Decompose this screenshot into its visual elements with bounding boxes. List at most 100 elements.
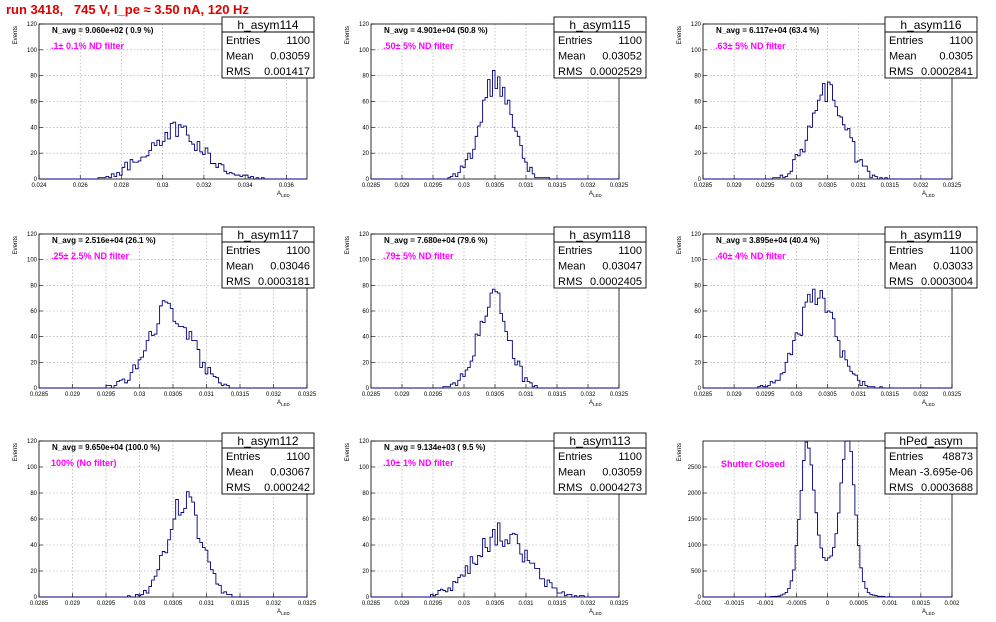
x-tick-label: 0.031: [199, 601, 215, 607]
stats-entries-label: Entries: [226, 451, 261, 463]
x-tick-label: 0.03: [458, 392, 470, 398]
x-tick-label: 0.029: [394, 183, 410, 189]
x-tick-label: 0.0295: [756, 183, 775, 189]
y-tick-label: 1500: [688, 517, 702, 523]
stats-rms-value: 0.001417: [264, 66, 310, 78]
stats-box: h_asym114 Entries 1100 Mean 0.03059 RMS 0.0014…: [221, 16, 315, 79]
x-tick-label: 0.0325: [298, 392, 317, 398]
x-tick-label: 0.0295: [756, 392, 775, 398]
x-axis-label-subscript: LED: [593, 611, 603, 616]
stats-rms-value: 0.0002405: [590, 276, 642, 288]
stats-entries-label: Entries: [889, 451, 924, 463]
x-tick-label: 0.001: [882, 601, 898, 607]
y-tick-label: 20: [694, 151, 701, 157]
histogram-line: [371, 288, 619, 389]
x-tick-label: 0.024: [31, 183, 47, 189]
stats-rms-value: 0.0004273: [590, 482, 642, 494]
y-axis-label: Events: [677, 443, 683, 461]
stats-rms-label: RMS: [558, 276, 582, 288]
stats-box: h_asym112 Entries 1100 Mean 0.03067 RMS 0.0002…: [221, 432, 315, 495]
filter-label: .79± 5% ND filter: [383, 251, 454, 261]
y-tick-label: 80: [30, 74, 37, 80]
histogram-panel-h_asym117: 0.0285 0.029 0.0295 0.03 0.0305 0.031 0.0315 0.…: [13, 226, 317, 407]
x-tick-label: 0.0285: [362, 183, 381, 189]
stats-rms-value: 0.0003181: [258, 276, 310, 288]
y-tick-label: 20: [362, 360, 369, 366]
y-tick-label: 40: [30, 335, 37, 341]
y-tick-label: 60: [362, 309, 369, 315]
x-tick-label: 0.0305: [164, 392, 183, 398]
stats-box: h_asym115 Entries 1100 Mean 0.03052 RMS 0.0002…: [553, 16, 647, 79]
y-tick-label: 20: [30, 360, 37, 366]
n-avg-annotation: N_avg = 9.060e+02 ( 0.9 %): [52, 26, 154, 35]
y-tick-label: 80: [30, 283, 37, 289]
y-tick-label: 60: [30, 309, 37, 315]
x-axis-label-subscript: LED: [281, 193, 291, 198]
x-tick-label: 0.032: [913, 183, 929, 189]
stats-rms-label: RMS: [889, 482, 913, 494]
stats-mean-value: 0.0305: [939, 51, 973, 63]
x-tick-label: -0.002: [694, 601, 712, 607]
filter-label: .1± 0.1% ND filter: [51, 41, 124, 51]
stats-entries-label: Entries: [558, 35, 593, 47]
histogram-panel-h_asym114: 0.024 0.026 0.028 0.03 0.032 0.034 0.036 0 20 40 6…: [13, 16, 315, 198]
x-tick-label: 0.002: [944, 601, 960, 607]
stats-mean-label: Mean: [226, 51, 254, 63]
stats-entries-value: 1100: [286, 245, 310, 257]
stats-rms-value: 0.0002841: [921, 66, 973, 78]
stats-entries-value: 1100: [618, 451, 642, 463]
y-tick-label: 40: [30, 125, 37, 131]
y-tick-label: 20: [30, 569, 37, 575]
x-tick-label: -0.0015: [724, 601, 745, 607]
x-tick-label: 0.032: [266, 392, 282, 398]
x-tick-label: 0.0285: [30, 392, 49, 398]
n-avg-annotation: N_avg = 6.117e+04 (63.4 %): [716, 26, 820, 35]
y-tick-label: 500: [691, 569, 702, 575]
stats-mean-label: Mean: [889, 261, 917, 273]
y-tick-label: 80: [694, 74, 701, 80]
x-tick-label: 0.031: [518, 183, 534, 189]
y-tick-label: 1000: [688, 543, 702, 549]
x-tick-label: 0.0305: [818, 392, 837, 398]
histogram-line: [371, 522, 619, 598]
filter-label: .25± 2.5% ND filter: [51, 251, 129, 261]
x-tick-label: 0.026: [73, 183, 89, 189]
filter-label: .40± 4% ND filter: [715, 251, 786, 261]
x-tick-label: 0.0315: [548, 601, 567, 607]
x-tick-label: 0.0285: [694, 392, 713, 398]
x-tick-label: 0.0295: [97, 392, 116, 398]
x-tick-label: 0.034: [238, 183, 254, 189]
x-tick-label: 0.0315: [231, 392, 250, 398]
x-tick-label: 0.03: [157, 183, 169, 189]
x-tick-label: 0.0005: [849, 601, 868, 607]
stats-box-frame: [221, 16, 315, 79]
stats-mean-label: Mean: [226, 261, 254, 273]
x-tick-label: 0.031: [518, 601, 534, 607]
histogram-name: h_asym118: [569, 228, 630, 242]
x-axis-label-subscript: LED: [281, 402, 291, 407]
x-tick-label: 0.0295: [424, 601, 443, 607]
stats-rms-value: 0.000242: [264, 482, 310, 494]
x-axis-label-subscript: LED: [926, 193, 936, 198]
x-tick-label: 0.0285: [694, 183, 713, 189]
stats-entries-value: 48873: [942, 451, 973, 463]
x-tick-label: 0.0305: [486, 392, 505, 398]
y-tick-label: 80: [362, 74, 369, 80]
x-tick-label: 0.0015: [912, 601, 931, 607]
filter-label: .63± 5% ND filter: [715, 41, 786, 51]
y-tick-label: 60: [30, 517, 37, 523]
stats-mean-label: Mean: [226, 467, 254, 479]
y-tick-label: 20: [694, 360, 701, 366]
y-tick-label: 20: [30, 151, 37, 157]
stats-rms-value: 0.0002529: [590, 66, 642, 78]
stats-rms-label: RMS: [889, 66, 913, 78]
filter-label: .10± 1% ND filter: [383, 458, 454, 468]
y-tick-label: 100: [359, 465, 370, 471]
x-tick-label: 0.0325: [610, 183, 629, 189]
y-tick-label: 0: [698, 595, 702, 601]
x-tick-label: 0.03: [134, 601, 146, 607]
histogram-name: h_asym114: [237, 18, 298, 32]
histogram-panel-h_asym116: 0.0285 0.029 0.0295 0.03 0.0305 0.031 0.0315 0.…: [677, 16, 978, 198]
n-avg-annotation: N_avg = 3.895e+04 (40.4 %): [716, 236, 820, 245]
x-tick-label: 0.0315: [881, 392, 900, 398]
